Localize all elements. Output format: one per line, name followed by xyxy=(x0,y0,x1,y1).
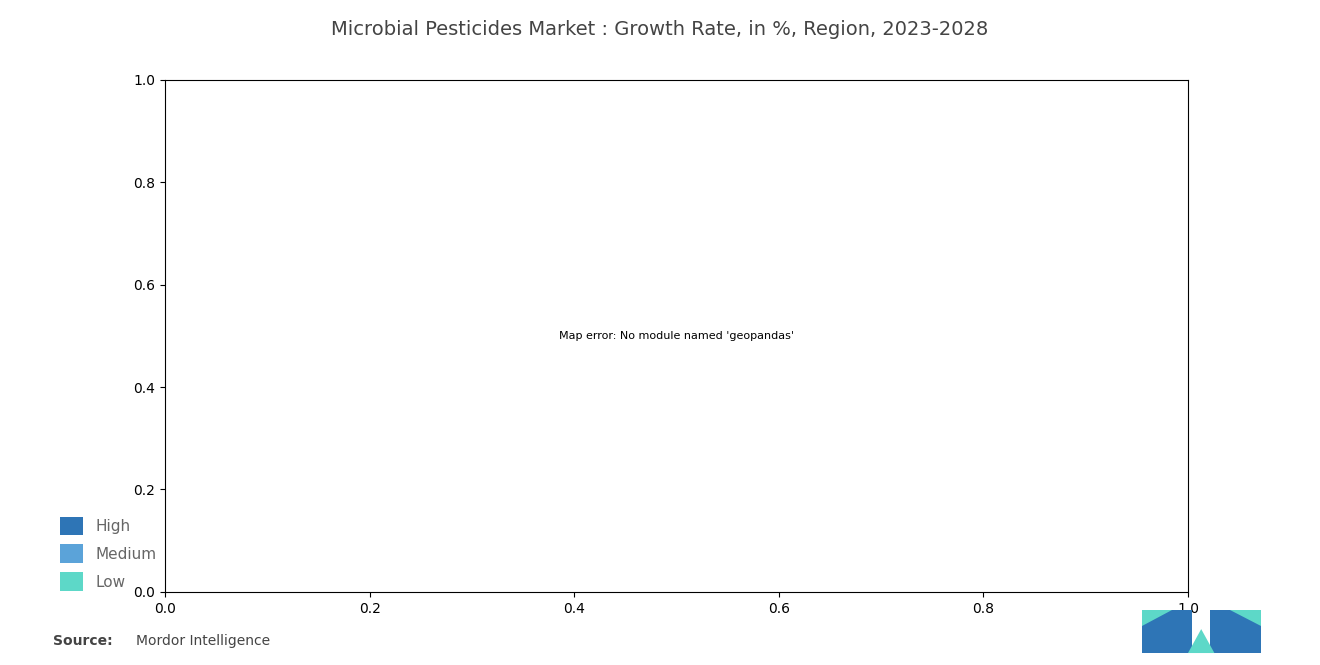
Polygon shape xyxy=(1230,610,1261,626)
Polygon shape xyxy=(1188,629,1214,653)
Text: Microbial Pesticides Market : Growth Rate, in %, Region, 2023-2028: Microbial Pesticides Market : Growth Rat… xyxy=(331,20,989,39)
Text: Mordor Intelligence: Mordor Intelligence xyxy=(136,634,271,648)
Polygon shape xyxy=(1210,610,1261,653)
Text: Map error: No module named 'geopandas': Map error: No module named 'geopandas' xyxy=(558,331,795,341)
Text: Source:: Source: xyxy=(53,634,123,648)
Polygon shape xyxy=(1142,610,1172,626)
Polygon shape xyxy=(1142,610,1192,653)
Legend: High, Medium, Low: High, Medium, Low xyxy=(61,517,157,591)
